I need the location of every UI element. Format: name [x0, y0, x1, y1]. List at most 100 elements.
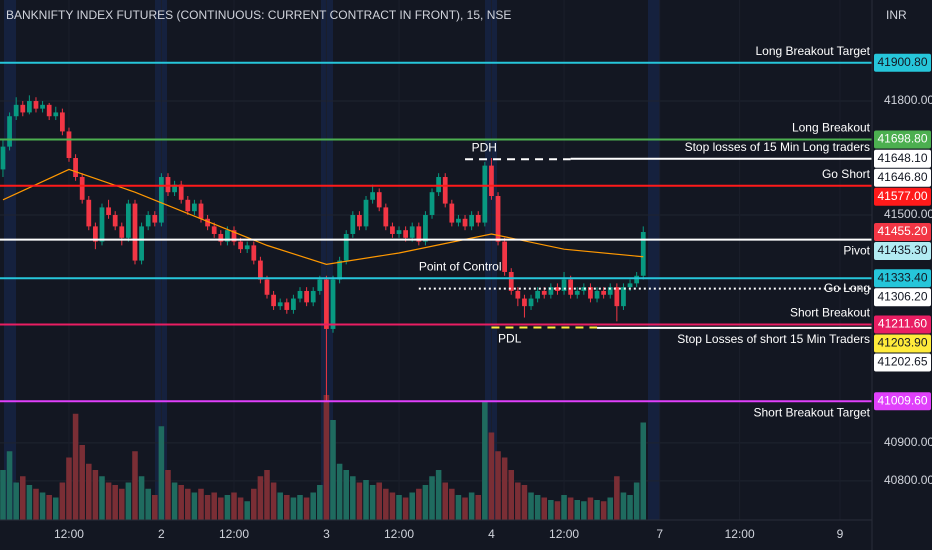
volume-bar [475, 495, 482, 520]
candle-body [489, 165, 494, 196]
candle-body [502, 241, 508, 272]
level-label: PDH [472, 140, 497, 154]
volume-bar [336, 463, 343, 520]
volume-bar [488, 432, 495, 520]
candle-body [192, 203, 197, 212]
x-tick-label: 12:00 [725, 527, 755, 541]
volume-bar [561, 495, 567, 520]
candle-body [594, 290, 600, 299]
volume-bar [633, 482, 640, 520]
volume-bar [600, 501, 607, 520]
candle-body [317, 279, 323, 291]
candle-body [627, 283, 633, 288]
volume-bar [13, 482, 19, 520]
candle-body [528, 298, 534, 307]
volume-bar [508, 470, 515, 520]
price-box [874, 149, 931, 168]
volume-bar [369, 485, 376, 520]
volume-bar [607, 497, 614, 520]
volume-bar [99, 476, 105, 520]
candle-body [198, 203, 204, 219]
price-box-label: 41455.20 [877, 224, 927, 238]
level-label: Stop losses of 15 Min Long traders [685, 140, 870, 154]
volume-bar [317, 485, 323, 520]
price-box-label: 41435.30 [877, 243, 927, 257]
candle-body [383, 207, 389, 227]
volume-bar [389, 492, 396, 520]
volume-bar [521, 485, 528, 520]
volume-bar [191, 492, 198, 520]
candle-body [73, 158, 78, 178]
volume-bar [462, 497, 468, 520]
x-tick-label: 4 [488, 527, 495, 541]
candle-body [409, 226, 415, 238]
volume-bar [548, 500, 554, 520]
volume-bar [59, 482, 66, 520]
candle-body [515, 290, 521, 299]
volume-bar [257, 476, 264, 520]
volume-bar [178, 485, 184, 520]
candle-body [277, 302, 283, 307]
price-box [874, 269, 931, 288]
candle-body [304, 290, 309, 303]
volume-bar [237, 497, 244, 520]
candle-body [337, 260, 342, 280]
candle-body [310, 290, 316, 303]
candle-body [13, 104, 19, 117]
candle-body [238, 241, 243, 250]
y-tick-label: 41800.00 [884, 93, 932, 107]
currency: INR [886, 8, 907, 22]
level-label: PDL [498, 332, 522, 346]
volume-bar [409, 492, 415, 520]
candle-body [178, 184, 184, 200]
candle-body [99, 207, 105, 242]
candle-body [86, 199, 92, 227]
volume-bar [376, 482, 382, 520]
volume-bar [79, 445, 85, 520]
candle-body [475, 214, 481, 223]
candle-body [165, 177, 171, 193]
volume-bar [198, 488, 204, 520]
volume-bar [620, 492, 627, 520]
volume-bar [541, 497, 548, 520]
candle-body [561, 279, 567, 291]
volume-bar [72, 413, 79, 520]
volume-bar [171, 482, 178, 520]
volume-bar [323, 395, 330, 520]
volume-bar [482, 401, 488, 520]
candle-body [601, 290, 607, 295]
candle-body [614, 287, 620, 307]
candle-body [403, 230, 408, 238]
candle-body [482, 165, 488, 223]
level-label: Long Breakout Target [755, 44, 870, 58]
volume-bar [132, 451, 138, 520]
volume-bar [442, 482, 448, 520]
x-tick-label: 12:00 [54, 527, 84, 541]
volume-bar [125, 482, 132, 520]
volume-bar [6, 451, 13, 520]
volume-bar [39, 492, 46, 520]
volume-bar [396, 495, 402, 520]
volume-bar [185, 488, 191, 520]
price-box [874, 53, 931, 72]
price-box-label: 41009.60 [877, 393, 927, 407]
candle-body [541, 290, 547, 295]
level-label: Stop Losses of short 15 Min Traders [677, 332, 870, 346]
volume-bar [594, 500, 600, 520]
level-label: Long Breakout [792, 121, 871, 135]
volume-bar [20, 476, 26, 520]
candle-body [343, 233, 349, 261]
candle-body [126, 203, 131, 238]
candle-body [119, 226, 125, 238]
candle-body [26, 101, 32, 113]
volume-bar [284, 495, 290, 520]
candle-body [297, 290, 303, 299]
x-tick-label: 12:00 [549, 527, 579, 541]
volume-bar [350, 476, 356, 520]
volume-bar [290, 497, 297, 520]
level-label: Short Breakout Target [753, 405, 870, 419]
candle-body [271, 294, 276, 307]
candle-body [225, 230, 230, 242]
